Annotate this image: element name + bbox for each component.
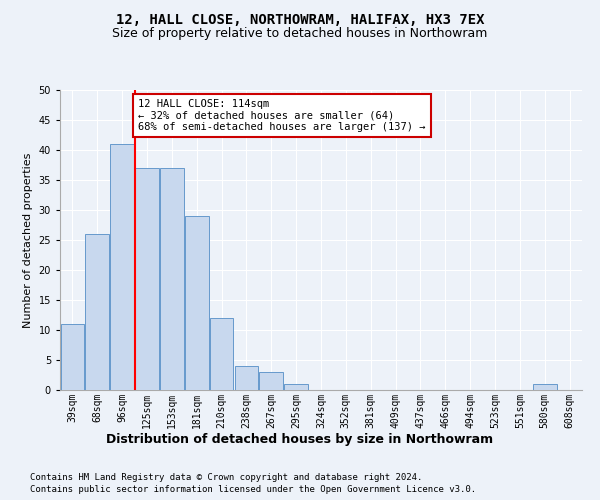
Bar (210, 318, 233, 390)
Text: 12, HALL CLOSE, NORTHOWRAM, HALIFAX, HX3 7EX: 12, HALL CLOSE, NORTHOWRAM, HALIFAX, HX3… (116, 12, 484, 26)
Bar (110, 144, 134, 390)
Text: Distribution of detached houses by size in Northowram: Distribution of detached houses by size … (106, 432, 494, 446)
Text: 12 HALL CLOSE: 114sqm
← 32% of detached houses are smaller (64)
68% of semi-deta: 12 HALL CLOSE: 114sqm ← 32% of detached … (139, 99, 426, 132)
Text: Contains HM Land Registry data © Crown copyright and database right 2024.: Contains HM Land Registry data © Crown c… (30, 472, 422, 482)
Bar (160, 168, 184, 390)
Text: Size of property relative to detached houses in Northowram: Size of property relative to detached ho… (112, 28, 488, 40)
Bar (259, 372, 283, 390)
Bar (85, 234, 109, 390)
Bar (235, 366, 258, 390)
Bar (284, 384, 308, 390)
Bar (185, 216, 209, 390)
Text: Contains public sector information licensed under the Open Government Licence v3: Contains public sector information licen… (30, 485, 476, 494)
Bar (533, 384, 557, 390)
Bar (135, 168, 159, 390)
Bar (61, 324, 84, 390)
Y-axis label: Number of detached properties: Number of detached properties (23, 152, 33, 328)
